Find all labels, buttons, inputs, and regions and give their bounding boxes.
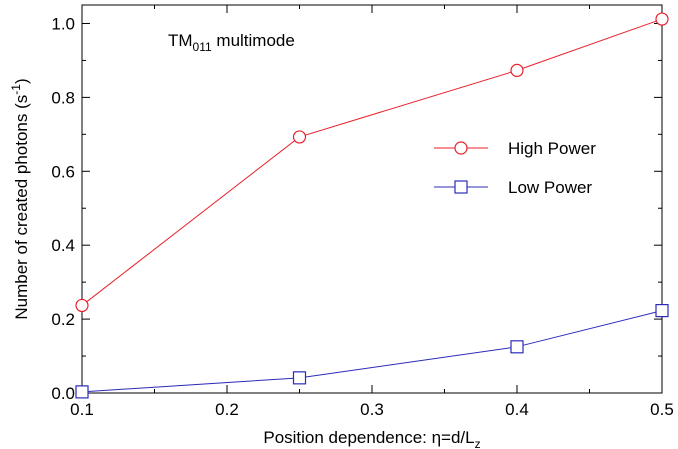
y-tick-labels: 0.0 0.2 0.4 0.6 0.8 1.0 bbox=[51, 14, 75, 403]
x-tick-label: 0.5 bbox=[650, 400, 674, 419]
data-point-high-power bbox=[510, 63, 524, 78]
x-tick-label: 0.3 bbox=[360, 400, 384, 419]
legend-item-low-power: Low Power bbox=[434, 178, 592, 197]
legend-item-high-power: High Power bbox=[434, 139, 596, 158]
legend-marker-low-power bbox=[454, 180, 468, 194]
legend: High Power Low Power bbox=[434, 139, 596, 197]
data-point-low-power bbox=[75, 385, 89, 399]
plot-frame bbox=[81, 4, 663, 394]
x-tick-labels: 0.1 0.2 0.3 0.4 0.5 bbox=[70, 400, 674, 419]
series-line-low-power bbox=[81, 310, 663, 393]
y-axis-title: Number of created photons (s-1) bbox=[9, 78, 31, 319]
legend-label-high-power: High Power bbox=[508, 139, 596, 158]
y-tick-label: 0.0 bbox=[51, 384, 75, 403]
y-tick-label: 0.4 bbox=[51, 236, 75, 255]
y-tick-label: 0.2 bbox=[51, 310, 75, 329]
chart-annotation: TM011 multimode bbox=[168, 31, 295, 54]
series-line-high-power bbox=[81, 18, 663, 306]
x-axis-title: Position dependence: η=d/Lz bbox=[263, 428, 480, 449]
series-layer bbox=[75, 12, 669, 399]
data-point-high-power bbox=[655, 12, 669, 26]
x-tick-label: 0.2 bbox=[215, 400, 239, 419]
legend-label-low-power: Low Power bbox=[508, 178, 592, 197]
y-tick-label: 0.8 bbox=[51, 88, 75, 107]
axis-ticks bbox=[81, 5, 663, 394]
data-point-low-power bbox=[292, 371, 307, 385]
y-tick-label: 0.6 bbox=[51, 162, 75, 181]
data-point-high-power bbox=[75, 298, 89, 313]
x-tick-label: 0.1 bbox=[70, 400, 94, 419]
data-point-high-power bbox=[292, 130, 307, 144]
series-low-power bbox=[75, 303, 669, 399]
legend-marker-high-power bbox=[454, 141, 468, 155]
series-high-power bbox=[75, 12, 669, 313]
data-point-low-power bbox=[655, 303, 669, 318]
y-tick-label: 1.0 bbox=[51, 14, 75, 33]
data-point-low-power bbox=[510, 340, 524, 354]
x-tick-label: 0.4 bbox=[505, 400, 529, 419]
